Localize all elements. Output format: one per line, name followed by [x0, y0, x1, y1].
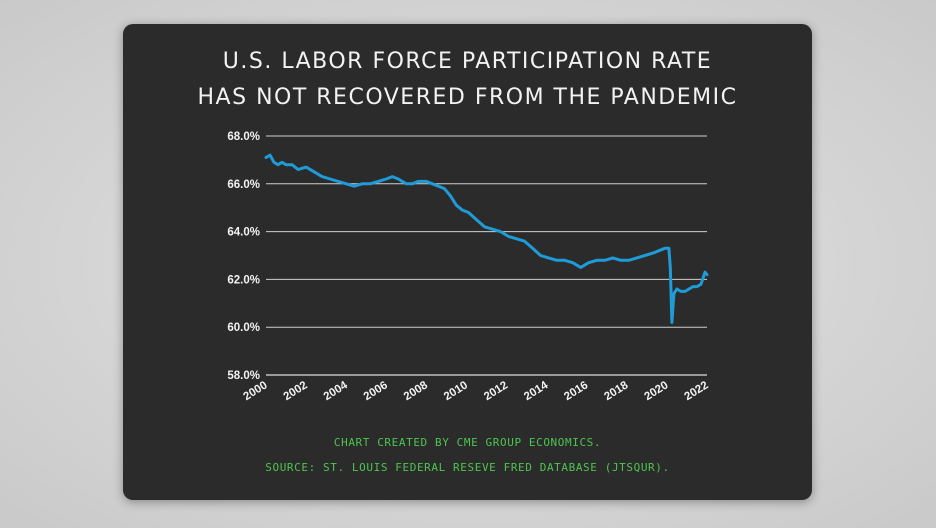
x-tick-label: 2010 — [442, 379, 470, 403]
chart-source: SOURCE: ST. LOUIS FEDERAL RESEVE FRED DA… — [265, 461, 670, 474]
chart-title-line-2: HAS NOT RECOVERED FROM THE PANDEMIC — [197, 85, 738, 110]
y-tick-label: 58.0% — [227, 370, 260, 382]
x-tick-label: 2014 — [522, 379, 551, 403]
x-tick-label: 2018 — [602, 379, 631, 403]
x-tick-label: 2002 — [282, 379, 310, 403]
chart-title-line-1: U.S. LABOR FORCE PARTICIPATION RATE — [222, 49, 713, 74]
line-chart: 58.0% 60.0% 62.0% 64.0% 66.0% 68.0% 2000 2002 20… — [227, 131, 711, 403]
x-tick-label: 2000 — [242, 379, 270, 403]
y-tick-label: 60.0% — [227, 322, 260, 334]
x-tick-label: 2016 — [562, 379, 590, 403]
y-tick-label: 64.0% — [227, 227, 260, 239]
x-tick-label: 2008 — [402, 379, 431, 403]
chart-card: U.S. LABOR FORCE PARTICIPATION RATE HAS … — [123, 24, 812, 500]
x-tick-label: 2006 — [362, 379, 390, 403]
x-tick-label: 2004 — [322, 379, 351, 403]
x-tick-label: 2022 — [683, 379, 711, 403]
chart-credit: CHART CREATED BY CME GROUP ECONOMICS. — [333, 436, 602, 449]
x-tick-label: 2012 — [482, 379, 510, 403]
y-tick-label: 66.0% — [227, 179, 260, 191]
y-tick-label: 62.0% — [227, 274, 260, 286]
y-tick-label: 68.0% — [227, 131, 260, 143]
series-line — [264, 153, 709, 324]
x-tick-label: 2020 — [642, 379, 670, 403]
